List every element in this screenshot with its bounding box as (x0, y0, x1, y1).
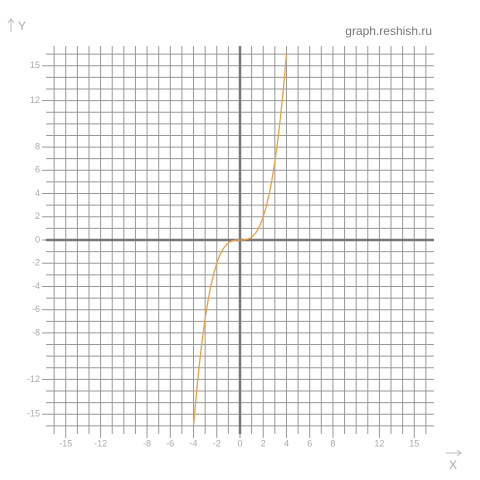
watermark: graph.reshish.ru (345, 24, 432, 38)
y-tick-label: -4 (32, 281, 40, 291)
x-tick-label: -4 (190, 438, 198, 448)
y-axis-label: Y (18, 19, 26, 33)
y-tick-label: 4 (35, 188, 40, 198)
x-tick-label: 4 (284, 438, 289, 448)
x-tick-label: -6 (166, 438, 174, 448)
x-tick-label: -8 (143, 438, 151, 448)
x-arrow (446, 449, 462, 457)
y-tick-label: 0 (35, 234, 40, 244)
y-tick-label: 15 (30, 60, 40, 70)
x-tick-label: 15 (409, 438, 419, 448)
y-tick-label: 8 (35, 141, 40, 151)
y-tick-label: -2 (32, 258, 40, 268)
y-tick-label: -8 (32, 327, 40, 337)
x-tick-label: -12 (94, 438, 107, 448)
y-tick-label: 12 (30, 95, 40, 105)
x-tick-label: 6 (307, 438, 312, 448)
y-tick-label: 2 (35, 211, 40, 221)
x-tick-label: 2 (261, 438, 266, 448)
data-line (192, 54, 288, 426)
y-arrow (7, 18, 15, 32)
y-tick-label: -12 (27, 374, 40, 384)
x-axis-label: X (449, 458, 457, 472)
x-tick-label: -2 (213, 438, 221, 448)
y-tick-label: 6 (35, 165, 40, 175)
y-tick-label: -6 (32, 304, 40, 314)
y-tick-label: -15 (27, 409, 40, 419)
x-tick-label: 0 (237, 438, 242, 448)
x-tick-label: 8 (330, 438, 335, 448)
x-tick-label: 12 (374, 438, 384, 448)
x-tick-label: -15 (59, 438, 72, 448)
